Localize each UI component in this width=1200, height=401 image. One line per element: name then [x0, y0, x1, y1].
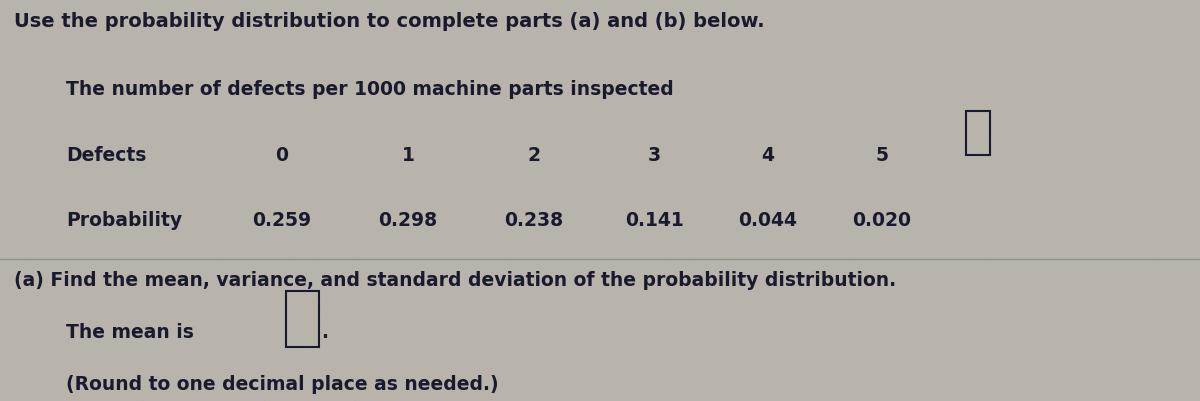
Text: 0: 0 [276, 146, 288, 165]
Text: 1: 1 [402, 146, 414, 165]
Text: 2: 2 [528, 146, 540, 165]
Text: 0.044: 0.044 [738, 211, 798, 229]
Text: (a) Find the mean, variance, and standard deviation of the probability distribut: (a) Find the mean, variance, and standar… [14, 271, 896, 290]
Text: 3: 3 [648, 146, 660, 165]
Text: 0.020: 0.020 [852, 211, 912, 229]
Bar [286, 291, 319, 347]
Text: (Round to one decimal place as needed.): (Round to one decimal place as needed.) [66, 375, 499, 394]
Text: 0.259: 0.259 [252, 211, 312, 229]
Text: 4: 4 [762, 146, 774, 165]
Text: The mean is: The mean is [66, 323, 194, 342]
Text: 0.141: 0.141 [625, 211, 683, 229]
Text: Defects: Defects [66, 146, 146, 165]
Text: 0.238: 0.238 [504, 211, 564, 229]
Bar [966, 111, 990, 155]
Text: Probability: Probability [66, 211, 182, 229]
Text: The number of defects per 1000 machine parts inspected: The number of defects per 1000 machine p… [66, 80, 673, 99]
Text: .: . [322, 323, 329, 342]
Text: 5: 5 [876, 146, 888, 165]
Text: 0.298: 0.298 [378, 211, 438, 229]
Text: Use the probability distribution to complete parts (a) and (b) below.: Use the probability distribution to comp… [14, 12, 766, 31]
